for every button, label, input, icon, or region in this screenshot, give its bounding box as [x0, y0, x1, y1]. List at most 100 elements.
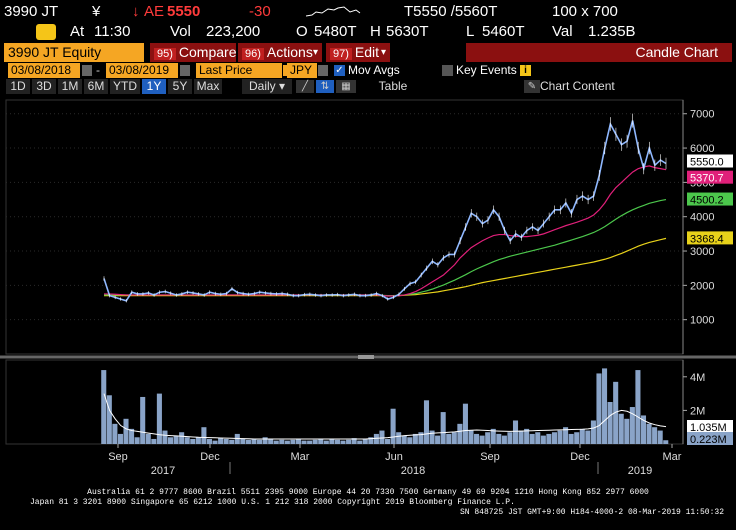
volume-bar[interactable] — [279, 439, 285, 444]
frequency-select[interactable]: Daily ▾ — [242, 79, 292, 94]
chart-content-button[interactable]: Chart Content — [540, 79, 615, 93]
volume-bar[interactable] — [167, 437, 174, 444]
calendar-icon[interactable] — [180, 65, 190, 76]
volume-bar[interactable] — [318, 438, 324, 444]
volume-bar[interactable] — [635, 370, 641, 444]
chart-type-button[interactable]: Candle Chart — [466, 43, 732, 62]
volume-bar[interactable] — [563, 427, 569, 444]
volume-bar[interactable] — [657, 430, 663, 444]
volume-bar[interactable] — [435, 435, 441, 444]
volume-bar[interactable] — [390, 408, 396, 444]
yellow-alert-icon[interactable] — [36, 24, 56, 40]
volume-bar[interactable] — [184, 437, 190, 444]
volume-bar[interactable] — [373, 433, 379, 444]
volume-bar[interactable] — [524, 428, 530, 444]
volume-bar[interactable] — [468, 430, 474, 444]
volume-bar[interactable] — [429, 430, 435, 444]
volume-bar[interactable] — [585, 430, 591, 444]
moving-average-fast-line[interactable] — [104, 165, 667, 297]
volume-bar[interactable] — [346, 439, 352, 444]
price-volume-chart[interactable]: 10002000300040005000600070002M4M5370.755… — [0, 96, 736, 474]
volume-bar[interactable] — [190, 438, 196, 444]
edit-button[interactable]: 97) Edit ▾ — [326, 43, 390, 62]
volume-bar[interactable] — [663, 440, 669, 444]
volume-bar[interactable] — [474, 433, 480, 444]
volume-bar[interactable] — [512, 420, 519, 444]
volume-bar[interactable] — [156, 393, 162, 444]
volume-bar[interactable] — [574, 432, 580, 444]
volume-bar[interactable] — [490, 428, 496, 444]
volume-bar[interactable] — [640, 415, 647, 444]
sort-icon[interactable]: ⇅ — [316, 80, 334, 93]
volume-bar[interactable] — [179, 432, 185, 444]
volume-bar[interactable] — [312, 439, 318, 444]
volume-bar[interactable] — [401, 435, 407, 444]
volume-bar[interactable] — [629, 407, 635, 444]
volume-bar[interactable] — [479, 435, 485, 444]
volume-bar[interactable] — [251, 438, 257, 444]
key-events-checkbox[interactable] — [442, 65, 453, 76]
volume-bar[interactable] — [357, 440, 363, 444]
volume-bar[interactable] — [151, 438, 157, 444]
volume-bar[interactable] — [173, 435, 179, 444]
range-button-max[interactable]: Max — [194, 79, 222, 94]
volume-bar[interactable] — [273, 440, 279, 444]
volume-bar[interactable] — [334, 439, 340, 444]
pencil-icon[interactable]: ✎ — [524, 80, 540, 93]
compare-button[interactable]: 95) Compare — [150, 43, 237, 62]
volume-bar[interactable] — [106, 395, 112, 444]
currency-select[interactable]: JPY — [287, 63, 317, 78]
range-button-1d[interactable]: 1D — [6, 79, 30, 94]
volume-bar[interactable] — [284, 440, 290, 444]
volume-bar[interactable] — [462, 403, 468, 444]
volume-bar[interactable] — [568, 433, 574, 444]
volume-bar[interactable] — [234, 433, 240, 444]
volume-bar[interactable] — [145, 433, 151, 444]
volume-bar[interactable] — [329, 438, 335, 444]
volume-bar[interactable] — [624, 418, 630, 444]
range-button-3d[interactable]: 3D — [32, 79, 56, 94]
volume-bar[interactable] — [112, 423, 118, 444]
range-button-5y[interactable]: 5Y — [168, 79, 192, 94]
volume-bar[interactable] — [540, 435, 546, 444]
volume-bar[interactable] — [602, 368, 608, 444]
volume-bar[interactable] — [206, 438, 213, 444]
volume-bar[interactable] — [307, 440, 313, 444]
moving-average-mid-line[interactable] — [104, 198, 667, 297]
volume-bar[interactable] — [301, 440, 307, 444]
volume-bar[interactable] — [579, 428, 585, 444]
volume-bar[interactable] — [507, 432, 513, 444]
volume-bar[interactable] — [268, 438, 274, 444]
volume-bar[interactable] — [340, 440, 346, 444]
actions-button[interactable]: 96) Actions ▾ — [238, 43, 322, 62]
volume-bar[interactable] — [557, 430, 563, 444]
table-button[interactable]: Table — [378, 79, 408, 93]
volume-bar[interactable] — [290, 439, 296, 444]
volume-bar[interactable] — [212, 440, 218, 444]
volume-bar[interactable] — [618, 413, 624, 444]
volume-bar[interactable] — [323, 440, 329, 444]
table-grid-icon[interactable]: ▦ — [336, 80, 356, 93]
volume-bar[interactable] — [123, 418, 129, 444]
volume-bar[interactable] — [229, 439, 235, 444]
volume-bar[interactable] — [223, 438, 229, 444]
volume-bar[interactable] — [240, 438, 246, 444]
volume-bar[interactable] — [396, 432, 402, 444]
volume-bar[interactable] — [423, 400, 430, 444]
volume-bar[interactable] — [457, 423, 463, 444]
volume-bar[interactable] — [407, 437, 413, 444]
volume-bar[interactable] — [117, 433, 123, 444]
volume-bar[interactable] — [195, 437, 201, 444]
volume-bar[interactable] — [351, 438, 357, 444]
panel-resize-handle[interactable] — [358, 355, 374, 359]
end-date-field[interactable]: 03/08/2019 — [106, 63, 178, 78]
range-button-1m[interactable]: 1M — [58, 79, 82, 94]
volume-bar[interactable] — [613, 381, 619, 444]
volume-bar[interactable] — [257, 439, 263, 444]
volume-bar[interactable] — [546, 433, 552, 444]
security-field[interactable]: 3990 JT Equity — [4, 43, 144, 62]
volume-bar[interactable] — [607, 402, 613, 444]
volume-bar[interactable] — [412, 433, 418, 444]
volume-bar[interactable] — [245, 439, 251, 444]
volume-bar[interactable] — [440, 412, 446, 444]
